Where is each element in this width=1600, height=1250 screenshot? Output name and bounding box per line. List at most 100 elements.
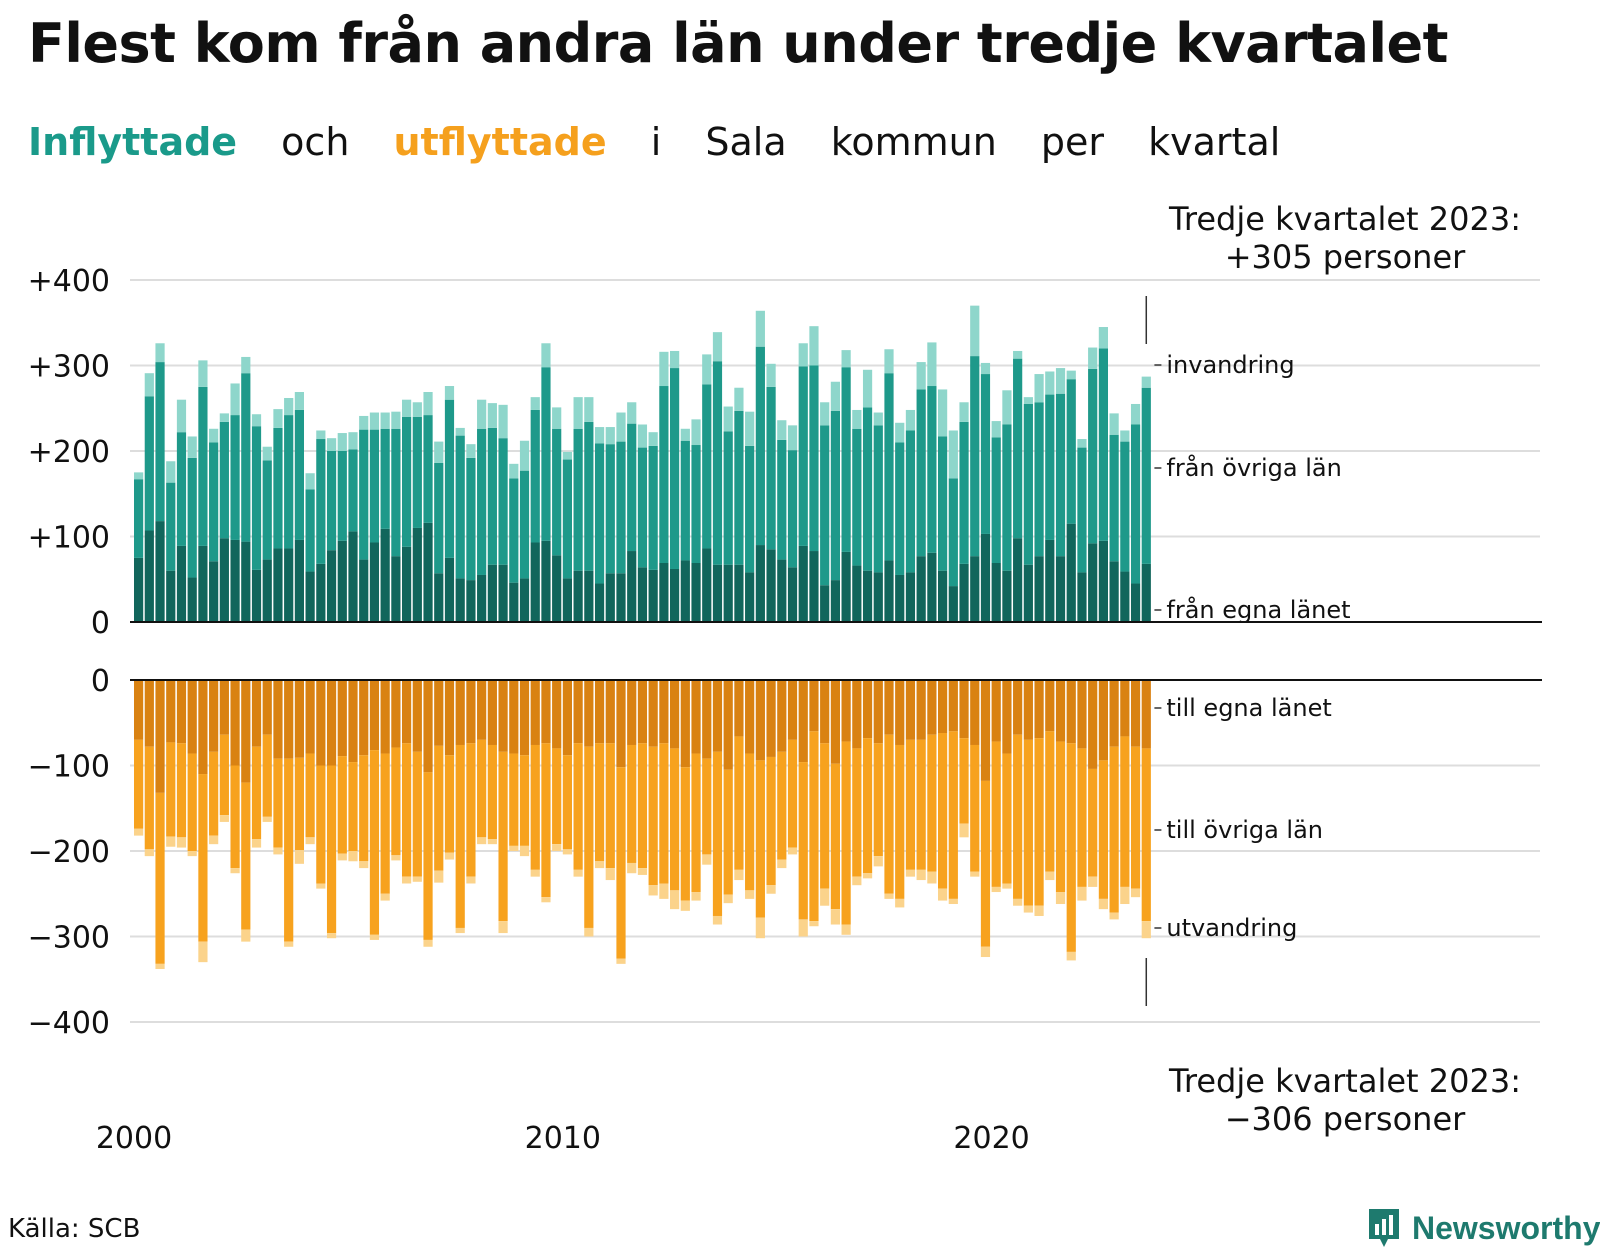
- bar-segment: [1002, 390, 1012, 425]
- bar-segment: [251, 414, 262, 427]
- bar-segment: [369, 542, 380, 622]
- bar-segment: [155, 680, 165, 793]
- bar-segment: [284, 758, 294, 942]
- bar-segment: [1120, 680, 1130, 737]
- bar-segment: [262, 559, 272, 622]
- bar-segment: [1109, 434, 1119, 562]
- subtitle-och: och: [281, 120, 350, 164]
- bar-segment: [1120, 430, 1130, 442]
- bar-segment: [509, 845, 519, 851]
- bar-segment: [1055, 892, 1066, 905]
- bar-segment: [970, 744, 980, 872]
- bar-segment: [841, 551, 851, 622]
- bar-segment: [991, 437, 1001, 564]
- bar-segment: [927, 734, 937, 872]
- bar-segment: [541, 343, 551, 368]
- bar-segment: [1013, 358, 1023, 539]
- bar-segment: [1023, 564, 1033, 622]
- bar-segment: [155, 792, 165, 964]
- bar-segment: [294, 680, 304, 758]
- bar-segment: [391, 428, 401, 557]
- y-tick-label: −400: [28, 1006, 110, 1041]
- annotation-top-line1: Tredje kvartalet 2023:: [1168, 200, 1521, 238]
- bar-segment: [359, 680, 369, 756]
- bar-segment: [391, 411, 401, 429]
- bar-segment: [348, 680, 358, 763]
- bar-segment: [1002, 570, 1012, 622]
- bar-segment: [745, 445, 755, 573]
- y-tick-label: −300: [28, 921, 110, 956]
- bar-segment: [251, 839, 262, 848]
- bar-segment: [959, 563, 969, 622]
- bar-segment: [176, 432, 187, 546]
- bar-segment: [884, 560, 894, 622]
- bar-segment: [359, 559, 369, 622]
- bar-segment: [434, 441, 444, 463]
- bar-segment: [938, 570, 948, 622]
- bar-segment: [691, 680, 701, 754]
- bar-segment: [862, 680, 873, 739]
- bar-segment: [648, 445, 658, 570]
- bar-segment: [691, 419, 701, 446]
- bar-segment: [498, 404, 508, 439]
- bar-segment: [155, 343, 165, 363]
- bar-segment: [487, 744, 497, 840]
- bar-segment: [948, 478, 958, 587]
- bar-segment: [959, 402, 969, 422]
- bar-segment: [166, 570, 176, 622]
- bar-segment: [959, 738, 969, 824]
- bar-segment: [316, 439, 326, 564]
- bar-segment: [134, 479, 144, 558]
- bar-segment: [230, 415, 240, 540]
- bar-segment: [434, 573, 444, 622]
- bar-segment: [316, 883, 326, 889]
- bar-segment: [1109, 561, 1119, 622]
- bar-segment: [1109, 746, 1119, 913]
- bar-segment: [541, 897, 551, 903]
- bar-segment: [766, 386, 776, 550]
- bar-segment: [627, 862, 637, 874]
- bar-segment: [316, 765, 326, 884]
- bar-segment: [1034, 374, 1044, 403]
- bar-segment: [895, 898, 905, 908]
- bar-segment: [1098, 760, 1108, 899]
- bar-segment: [487, 403, 497, 428]
- bar-segment: [927, 680, 937, 735]
- bar-segment: [627, 423, 637, 552]
- bar-segment: [948, 680, 958, 732]
- bar-segment: [670, 368, 680, 569]
- bar-segment: [348, 851, 358, 862]
- bar-segment: [627, 402, 637, 424]
- bar-segment: [187, 577, 197, 622]
- bar-segment: [1088, 543, 1098, 622]
- newsworthy-logo: Newsworthy: [1366, 1206, 1600, 1250]
- bar-segment: [916, 739, 926, 870]
- bar-segment: [584, 421, 594, 571]
- bar-segment: [616, 767, 626, 959]
- bar-segment: [594, 680, 605, 744]
- bar-segment: [1141, 680, 1151, 749]
- bar-segment: [895, 680, 905, 745]
- bar-segment: [155, 963, 165, 969]
- bar-segment: [830, 909, 840, 925]
- bar-segment: [809, 326, 819, 366]
- bar-segment: [176, 680, 187, 744]
- bar-segment: [648, 569, 658, 622]
- bar-segment: [594, 583, 605, 622]
- annotation-bottom-line1: Tredje kvartalet 2023:: [1168, 1062, 1521, 1100]
- bar-segment: [1013, 350, 1023, 359]
- bar-segment: [584, 746, 594, 928]
- bar-segment: [562, 459, 572, 579]
- bar-segment: [959, 421, 969, 564]
- y-tick-label: +200: [28, 435, 110, 470]
- bar-segment: [938, 436, 948, 571]
- bar-segment: [477, 574, 487, 622]
- bar-segment: [1045, 871, 1055, 881]
- bar-segment: [980, 362, 991, 375]
- bar-segment: [809, 365, 819, 552]
- bar-segment: [594, 743, 605, 862]
- bar-segment: [134, 472, 144, 480]
- bar-segment: [605, 573, 615, 622]
- bar-segment: [637, 567, 648, 622]
- bar-segment: [1055, 368, 1066, 394]
